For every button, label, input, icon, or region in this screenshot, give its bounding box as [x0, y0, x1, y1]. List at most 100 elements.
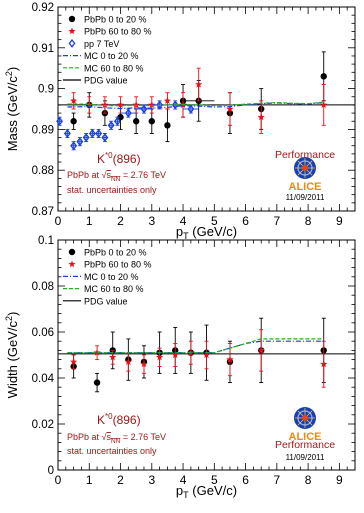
legend-swatch-pbpb_central [68, 248, 76, 256]
data-point-pbpb_central [148, 118, 155, 125]
width-panel: 0 1 2 3 4 5 6 7 8 9 0 0.02 0.04 0.06 0.08 0.1 pT (GeV/c)… [4, 235, 356, 500]
particle-label: K*0(896) [97, 412, 141, 427]
x-axis-title: pT (GeV/c) [176, 483, 237, 500]
y-tick-label: 0.08 [32, 281, 54, 293]
x-tick-label: 1 [86, 214, 93, 228]
data-point-pbpb_peripheral [132, 101, 140, 108]
data-point-pbpb_peripheral [257, 113, 265, 121]
data-point-pp [88, 129, 96, 138]
data-point-pp [171, 100, 179, 110]
data-point-pbpb_peripheral [70, 97, 78, 104]
y-tick-label: 0 [48, 465, 54, 477]
legend-label-pdg: PDG value [84, 296, 128, 306]
data-point-pp [70, 141, 78, 151]
alice-logo-ray [297, 160, 304, 167]
data-point-pbpb_peripheral [156, 353, 164, 361]
data-point-pbpb_central [70, 118, 77, 125]
y-axis-title: Width (GeV/c2) [4, 312, 20, 399]
data-point-pbpb_peripheral [116, 101, 125, 108]
data-point-pbpb_peripheral [140, 360, 148, 368]
alice-logo-text: ALICE [289, 181, 322, 193]
x-tick-label: 3 [148, 473, 155, 487]
performance-label: Performance [275, 149, 335, 161]
x-tick-label: 9 [336, 473, 343, 487]
x-tick-label: 4 [180, 214, 187, 228]
performance-label: Performance [275, 439, 335, 451]
data-point-pbpb_peripheral [109, 353, 117, 361]
alice-logo-core [302, 415, 308, 421]
alice-logo-ray [306, 169, 313, 176]
x-tick-label: 8 [305, 473, 312, 487]
data-point-pbpb_peripheral [163, 97, 171, 104]
legend-swatch-pp [68, 38, 76, 48]
data-point-pbpb_central [93, 379, 101, 386]
mass-panel: 0 1 2 3 4 5 6 7 8 9 0.87 0.88 0.89 0.9 0.91 0.92 pT (GeV… [4, 2, 356, 241]
legend-label-pp: pp 7 TeV [84, 39, 119, 49]
data-point-pp [113, 116, 121, 126]
alice-logo-ray [297, 419, 304, 426]
legend-label-pbpb_peripheral: PbPb 60 to 80 % [84, 27, 152, 37]
legend-label-pbpb_central: PbPb 0 to 20 % [84, 15, 147, 25]
legend-label-pbpb_peripheral: PbPb 60 to 80 % [84, 260, 152, 270]
x-tick-label: 5 [211, 214, 218, 228]
data-point-pp [101, 133, 109, 143]
alice-logo-ray [297, 169, 304, 176]
series-line-mc_central [67, 340, 324, 354]
legend-swatch-pbpb_peripheral [68, 27, 76, 35]
data-point-pbpb_central [117, 113, 124, 121]
alice-logo-text: ALICE [289, 431, 322, 443]
y-axis-title: Mass (GeV/c2) [4, 67, 20, 151]
x-tick-label: 6 [242, 214, 249, 228]
data-point-pp [56, 116, 63, 126]
data-point-pbpb_peripheral [202, 351, 211, 359]
data-point-pbpb_peripheral [124, 358, 132, 365]
y-tick-label: 0.02 [32, 419, 54, 431]
data-point-pbpb_central [164, 122, 171, 129]
legend-label-mc_peripheral: MC 60 to 80 % [84, 63, 144, 73]
legend-label-pdg: PDG value [84, 76, 128, 86]
x-tick-label: 2 [117, 214, 124, 228]
legend-label-mc_peripheral: MC 60 to 80 % [84, 284, 144, 294]
data-point-pbpb_peripheral [226, 355, 234, 363]
x-tick-label: 7 [273, 473, 280, 487]
legend-label-mc_central: MC 0 to 20 % [84, 272, 139, 282]
data-point-pbpb_peripheral [93, 348, 101, 356]
y-tick-label: 0.1 [38, 235, 54, 247]
data-point-pp [107, 120, 115, 130]
legend-label-pbpb_central: PbPb 0 to 20 % [84, 248, 147, 258]
y-tick-label: 0.91 [32, 43, 54, 55]
y-tick-label: 0.92 [32, 2, 54, 14]
data-point-pbpb_peripheral [101, 101, 109, 108]
data-point-pp [187, 104, 195, 114]
x-tick-label: 7 [273, 214, 280, 228]
x-tick-label: 9 [336, 214, 343, 228]
x-tick-label: 4 [180, 473, 187, 487]
y-tick-label: 0.89 [32, 124, 54, 136]
data-point-pbpb_peripheral [320, 101, 328, 108]
data-point-pp [76, 137, 84, 147]
data-point-pbpb_peripheral [320, 360, 328, 368]
uncertainty-note: stat. uncertainties only [67, 446, 157, 456]
data-point-pbpb_peripheral [195, 80, 203, 88]
data-point-pp [95, 129, 103, 138]
data-point-pbpb_peripheral [226, 105, 234, 113]
uncertainty-note: stat. uncertainties only [67, 185, 157, 195]
y-tick-label: 0.87 [32, 206, 54, 218]
date-label: 11/09/2011 [286, 453, 325, 462]
data-point-pbpb_central [320, 73, 327, 80]
data-point-pbpb_peripheral [171, 351, 179, 359]
legend-swatch-pbpb_central [68, 15, 76, 23]
legend-label-mc_central: MC 0 to 20 % [84, 51, 139, 61]
x-tick-label: 5 [211, 473, 218, 487]
x-tick-label: 1 [86, 473, 93, 487]
data-point-pbpb_central [132, 118, 140, 125]
data-point-pbpb_peripheral [70, 358, 78, 365]
legend: PbPb 0 to 20 % PbPb 60 to 80 % MC 0 to 20 … [63, 248, 152, 306]
particle-label: K*0(896) [97, 151, 141, 166]
